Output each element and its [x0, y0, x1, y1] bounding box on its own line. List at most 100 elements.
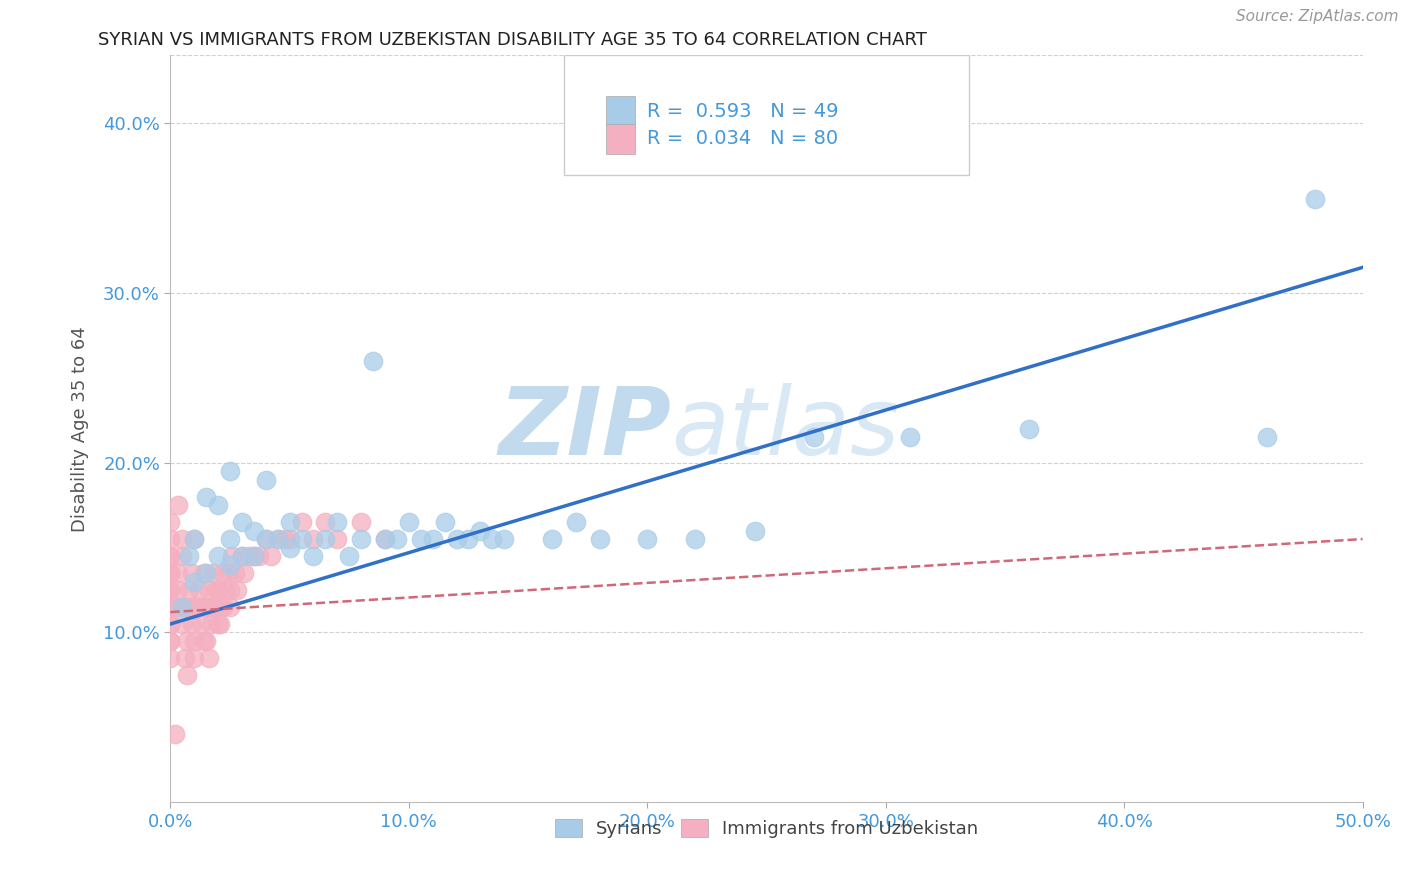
Point [202, 566, 225, 580]
Point [204, 582, 226, 597]
Point [422, 532, 444, 546]
Point [195, 634, 218, 648]
Point [207, 582, 229, 597]
Point [207, 617, 229, 632]
Point [209, 599, 232, 614]
Point [290, 515, 312, 529]
Point [180, 617, 202, 632]
Point [212, 599, 235, 614]
Point [385, 532, 408, 546]
Point [188, 599, 211, 614]
Point [274, 532, 297, 546]
Text: SYRIAN VS IMMIGRANTS FROM UZBEKISTAN DISABILITY AGE 35 TO 64 CORRELATION CHART: SYRIAN VS IMMIGRANTS FROM UZBEKISTAN DIS… [98, 31, 928, 49]
Point [219, 532, 242, 546]
Point [183, 574, 205, 589]
Point [259, 549, 281, 563]
Point [159, 634, 181, 648]
Text: R =  0.034   N = 80: R = 0.034 N = 80 [647, 129, 838, 148]
Point [302, 549, 325, 563]
Point [219, 558, 242, 572]
Point [457, 532, 479, 546]
Point [173, 651, 195, 665]
Point [350, 515, 373, 529]
Point [159, 566, 181, 580]
Point [238, 549, 260, 563]
Point [159, 617, 181, 632]
Point [180, 566, 202, 580]
Point [267, 532, 290, 546]
Point [200, 599, 222, 614]
Point [326, 515, 349, 529]
Point [195, 566, 218, 580]
Point [183, 634, 205, 648]
Point [221, 549, 243, 563]
Point [159, 634, 181, 648]
Point [159, 599, 181, 614]
Point [197, 582, 219, 597]
Point [226, 582, 249, 597]
Point [302, 532, 325, 546]
Text: R =  0.593   N = 49: R = 0.593 N = 49 [647, 102, 839, 120]
Point [247, 549, 270, 563]
Point [183, 599, 205, 614]
Point [278, 541, 301, 555]
Point [803, 430, 825, 444]
Point [219, 582, 242, 597]
Point [212, 566, 235, 580]
Point [1303, 193, 1326, 207]
Point [176, 634, 198, 648]
Point [159, 582, 181, 597]
Point [197, 651, 219, 665]
Point [231, 549, 253, 563]
Point [1018, 422, 1040, 436]
Point [314, 515, 336, 529]
Point [243, 549, 266, 563]
Point [172, 532, 194, 546]
Point [361, 353, 384, 368]
Point [433, 515, 456, 529]
Point [350, 532, 373, 546]
Point [278, 532, 301, 546]
Point [159, 549, 181, 563]
Point [183, 532, 205, 546]
Point [683, 532, 706, 546]
Point [231, 549, 253, 563]
Point [233, 566, 256, 580]
Point [190, 617, 212, 632]
Point [209, 617, 232, 632]
Point [159, 617, 181, 632]
Point [398, 515, 420, 529]
Point [446, 532, 468, 546]
Point [179, 582, 201, 597]
Point [541, 532, 564, 546]
Y-axis label: Disability Age 35 to 64: Disability Age 35 to 64 [72, 326, 89, 532]
Point [254, 532, 277, 546]
Point [564, 515, 586, 529]
Point [166, 582, 188, 597]
Point [494, 532, 516, 546]
Point [190, 599, 212, 614]
Point [204, 599, 226, 614]
Point [267, 532, 290, 546]
Point [172, 617, 194, 632]
FancyBboxPatch shape [606, 96, 636, 126]
Point [159, 566, 181, 580]
Point [374, 532, 396, 546]
Point [231, 515, 253, 529]
Point [214, 582, 236, 597]
Point [172, 599, 194, 614]
Point [159, 532, 181, 546]
Point [481, 532, 503, 546]
Point [193, 566, 215, 580]
Point [744, 524, 766, 538]
Point [588, 532, 610, 546]
Point [183, 651, 205, 665]
Point [374, 532, 396, 546]
Text: atlas: atlas [671, 384, 900, 475]
Point [166, 566, 188, 580]
FancyBboxPatch shape [606, 124, 636, 153]
FancyBboxPatch shape [564, 55, 969, 175]
Point [159, 599, 181, 614]
Point [1256, 430, 1278, 444]
Point [337, 549, 360, 563]
